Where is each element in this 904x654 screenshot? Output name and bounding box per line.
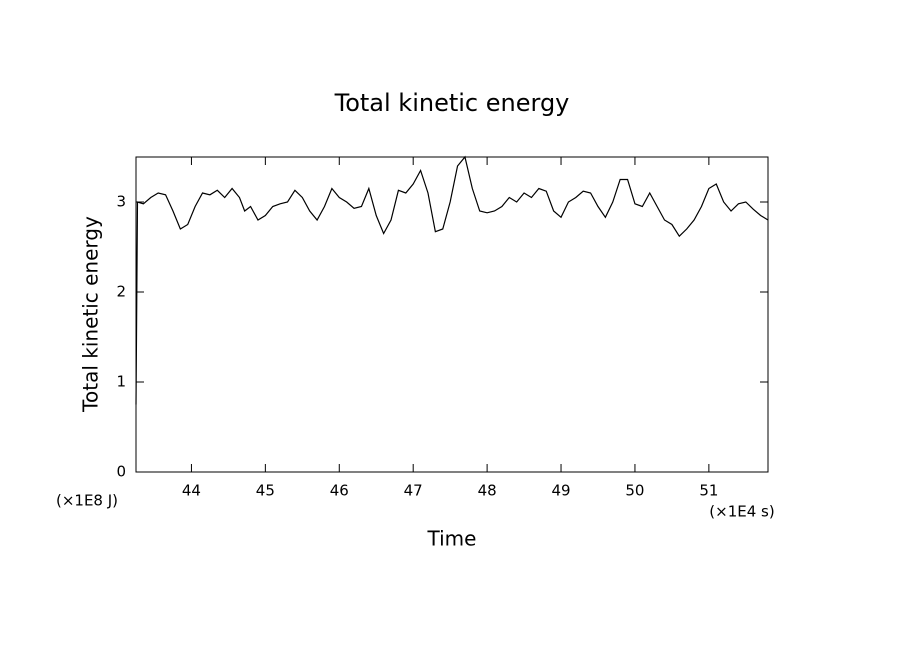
plot-frame xyxy=(135,156,769,473)
y-tick-label: 2 xyxy=(116,283,126,301)
y-tick-label: 1 xyxy=(116,373,126,391)
y-tick-label: 0 xyxy=(116,463,126,481)
y-axis-label: Total kinetic energy xyxy=(79,216,103,413)
x-tick-label: 44 xyxy=(182,482,201,500)
y-tick-label: 3 xyxy=(116,193,126,211)
x-tick-label: 49 xyxy=(551,482,570,500)
x-tick-label: 46 xyxy=(330,482,349,500)
x-tick-label: 47 xyxy=(404,482,423,500)
data-line xyxy=(135,155,769,405)
x-tick-label: 51 xyxy=(699,482,718,500)
x-unit-label: (×1E4 s) xyxy=(709,503,774,521)
x-tick-label: 48 xyxy=(478,482,497,500)
x-axis-label: Time xyxy=(427,527,477,551)
chart-title: Total kinetic energy xyxy=(334,89,570,117)
y-unit-label: (×1E8 J) xyxy=(56,492,118,510)
x-tick-label: 45 xyxy=(256,482,275,500)
x-tick-label: 50 xyxy=(625,482,644,500)
